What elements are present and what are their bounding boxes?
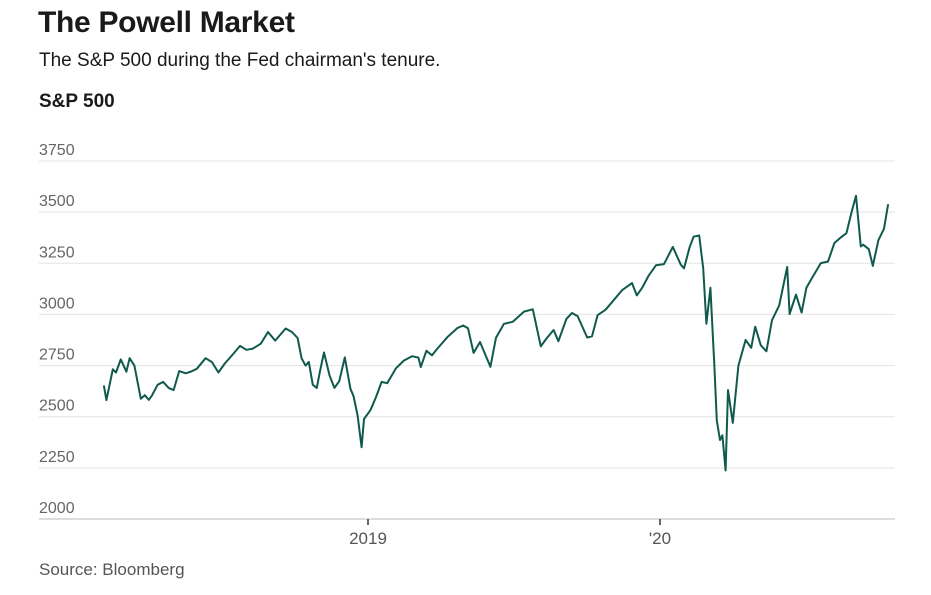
y-tick-label: 3750 [39, 142, 75, 159]
y-tick-label: 2750 [39, 347, 75, 364]
source-note: Source: Bloomberg [39, 560, 185, 579]
y-tick-label: 2250 [39, 449, 75, 466]
y-tick-label: 3500 [39, 193, 75, 210]
y-tick-label: 2500 [39, 398, 75, 415]
chart-subtitle: The S&P 500 during the Fed chairman's te… [39, 50, 441, 71]
chart-title: The Powell Market [38, 6, 295, 39]
y-tick-label: 3000 [39, 295, 75, 312]
y-tick-label: 3250 [39, 244, 75, 261]
x-tick-label: '20 [649, 529, 671, 548]
y-axis-label: S&P 500 [39, 91, 115, 112]
x-axis-ticks: 2019 '20 [349, 519, 671, 548]
sp500-series-line [103, 194, 889, 472]
line-chart: 2000 2250 2500 2750 3000 3250 3500 3750 2019 '20 [39, 142, 895, 548]
y-tick-label: 2000 [39, 500, 75, 517]
x-tick-label: 2019 [349, 529, 387, 548]
y-axis-ticks: 2000 2250 2500 2750 3000 3250 3500 3750 [39, 142, 75, 517]
gridlines [39, 160, 895, 469]
